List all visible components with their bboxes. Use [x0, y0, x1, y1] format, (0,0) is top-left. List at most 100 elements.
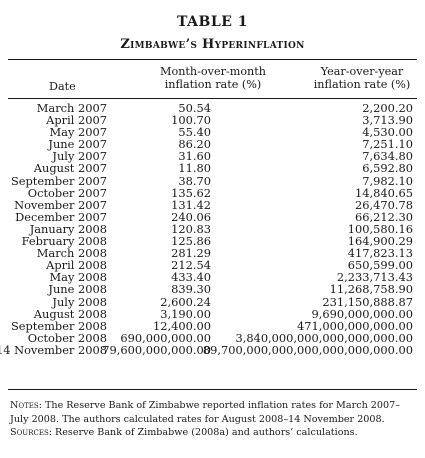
table-row: April 2007 100.70 3,713.90	[0, 114, 425, 126]
table-row: September 2008 12,400.00 471,000,000,000.0…	[0, 320, 425, 332]
row-date: 14 November 2008	[0, 342, 107, 357]
row-date: May 2008	[49, 270, 108, 285]
header-yoy-line2: inflation rate (%)	[313, 78, 411, 91]
row-month-over-month: 839.30	[171, 282, 211, 297]
row-date: May 2007	[49, 125, 108, 140]
row-month-over-month: 120.83	[171, 221, 211, 236]
row-month-over-month: 12,400.00	[153, 318, 211, 333]
row-month-over-month: 31.60	[178, 149, 211, 164]
header-rule	[8, 98, 417, 99]
row-year-over-year: 7,251.10	[362, 137, 413, 152]
table-row: November 2007 131.42 26,470.78	[0, 199, 425, 211]
row-year-over-year: 7,634.80	[362, 149, 413, 164]
header-year-over-year: Year-over-year inflation rate (%)	[306, 65, 418, 91]
row-date: June 2007	[48, 137, 107, 152]
row-year-over-year: 471,000,000,000.00	[297, 318, 413, 333]
row-year-over-year: 3,840,000,000,000,000,000.00	[235, 330, 413, 345]
row-year-over-year: 66,212.30	[355, 209, 413, 224]
table-body: March 2007 50.54 2,200.20 April 2007 100.70 3…	[0, 102, 425, 356]
row-date: September 2008	[10, 318, 107, 333]
row-month-over-month: 2,600.24	[160, 294, 211, 309]
row-year-over-year: 100,580.16	[347, 221, 413, 236]
header-yoy-line1: Year-over-year	[320, 65, 404, 78]
header-mom-line1: Month-over-month	[160, 65, 266, 78]
row-year-over-year: 89,700,000,000,000,000,000,000.00	[202, 342, 413, 357]
header-mom-line2: inflation rate (%)	[164, 78, 262, 91]
row-date: October 2008	[27, 330, 107, 345]
row-date: February 2008	[21, 234, 107, 249]
row-year-over-year: 231,150,888.87	[322, 294, 413, 309]
row-month-over-month: 135.62	[171, 185, 211, 200]
row-date: December 2007	[15, 209, 107, 224]
row-date: August 2007	[33, 161, 107, 176]
row-date: October 2007	[27, 185, 107, 200]
table-row: April 2008 212.54 650,599.00	[0, 259, 425, 271]
row-year-over-year: 2,200.20	[362, 101, 413, 115]
row-year-over-year: 4,530.00	[362, 125, 413, 140]
table-row: February 2008 125.86 164,900.29	[0, 235, 425, 247]
table-title: Zimbabwe’s Hyperinflation	[120, 37, 305, 52]
table-row: October 2007 135.62 14,840.65	[0, 187, 425, 199]
table-row: September 2007 38.70 7,982.10	[0, 173, 425, 188]
notes-label: Notes:	[10, 400, 42, 411]
table-row: August 2008 3,190.00 9,690,000,000.00	[0, 306, 425, 321]
table-row: March 2008 281.29 417,823.13	[0, 247, 425, 259]
table-row: June 2007 86.20 7,251.10	[0, 138, 425, 150]
row-month-over-month: 100.70	[171, 113, 211, 128]
row-month-over-month: 125.86	[171, 234, 211, 249]
table-row: March 2007 50.54 2,200.20	[0, 102, 425, 114]
row-date: March 2007	[36, 101, 107, 115]
row-year-over-year: 26,470.78	[355, 197, 413, 212]
row-date: July 2008	[52, 294, 107, 309]
row-month-over-month: 55.40	[178, 125, 211, 140]
row-month-over-month: 86.20	[178, 137, 211, 152]
row-year-over-year: 14,840.65	[355, 185, 413, 200]
row-date: November 2007	[14, 197, 107, 212]
row-month-over-month: 212.54	[171, 258, 211, 273]
header-date: Date	[49, 80, 76, 93]
row-date: July 2007	[52, 149, 107, 164]
row-year-over-year: 6,592.80	[362, 161, 413, 176]
sources-text: Reserve Bank of Zimbabwe (2008a) and aut…	[51, 427, 358, 438]
row-year-over-year: 650,599.00	[347, 258, 413, 273]
row-year-over-year: 7,982.10	[362, 173, 413, 188]
row-month-over-month: 38.70	[178, 173, 211, 188]
row-year-over-year: 164,900.29	[347, 234, 413, 249]
table-row: 14 November 2008 79,600,000,000.00 89,700,…	[0, 344, 425, 356]
row-date: March 2008	[36, 246, 107, 261]
row-month-over-month: 131.42	[171, 197, 211, 212]
notes-text: The Reserve Bank of Zimbabwe reported in…	[10, 400, 401, 425]
row-month-over-month: 690,000,000.00	[120, 330, 211, 345]
row-year-over-year: 3,713.90	[362, 113, 413, 128]
table-row: August 2007 11.80 6,592.80	[0, 162, 425, 174]
row-month-over-month: 11.80	[178, 161, 211, 176]
row-date: June 2008	[48, 282, 107, 297]
table-row: January 2008 120.83 100,580.16	[0, 223, 425, 235]
row-month-over-month: 3,190.00	[160, 306, 211, 321]
row-month-over-month: 433.40	[171, 270, 211, 285]
row-year-over-year: 417,823.13	[347, 246, 413, 261]
row-year-over-year: 2,233,713.43	[336, 270, 413, 285]
row-month-over-month: 281.29	[171, 246, 211, 261]
table-row: October 2008 690,000,000.00 3,840,000,000,…	[0, 332, 425, 344]
row-date: January 2008	[29, 221, 107, 236]
table-row: July 2008 2,600.24 231,150,888.87	[0, 294, 425, 309]
top-rule	[8, 59, 417, 60]
table-row: May 2007 55.40 4,530.00	[0, 126, 425, 138]
table-row: July 2007 31.60 7,634.80	[0, 150, 425, 162]
table-row: June 2008 839.30 11,268,758.90	[0, 283, 425, 295]
row-month-over-month: 79,600,000,000.00	[102, 342, 211, 357]
row-year-over-year: 11,268,758.90	[329, 282, 413, 297]
table-row: December 2007 240.06 66,212.30	[0, 211, 425, 223]
row-date: September 2007	[10, 173, 107, 188]
row-month-over-month: 240.06	[171, 209, 211, 224]
row-date: April 2007	[46, 113, 107, 128]
sources-paragraph: Sources: Reserve Bank of Zimbabwe (2008a…	[10, 426, 418, 440]
bottom-rule	[8, 389, 417, 390]
header-month-over-month: Month-over-month inflation rate (%)	[151, 65, 275, 91]
row-date: April 2008	[46, 258, 107, 273]
row-month-over-month: 50.54	[178, 101, 211, 115]
table-row: May 2008 433.40 2,233,713.43	[0, 271, 425, 283]
table-number: TABLE 1	[177, 14, 248, 30]
row-date: August 2008	[33, 306, 107, 321]
